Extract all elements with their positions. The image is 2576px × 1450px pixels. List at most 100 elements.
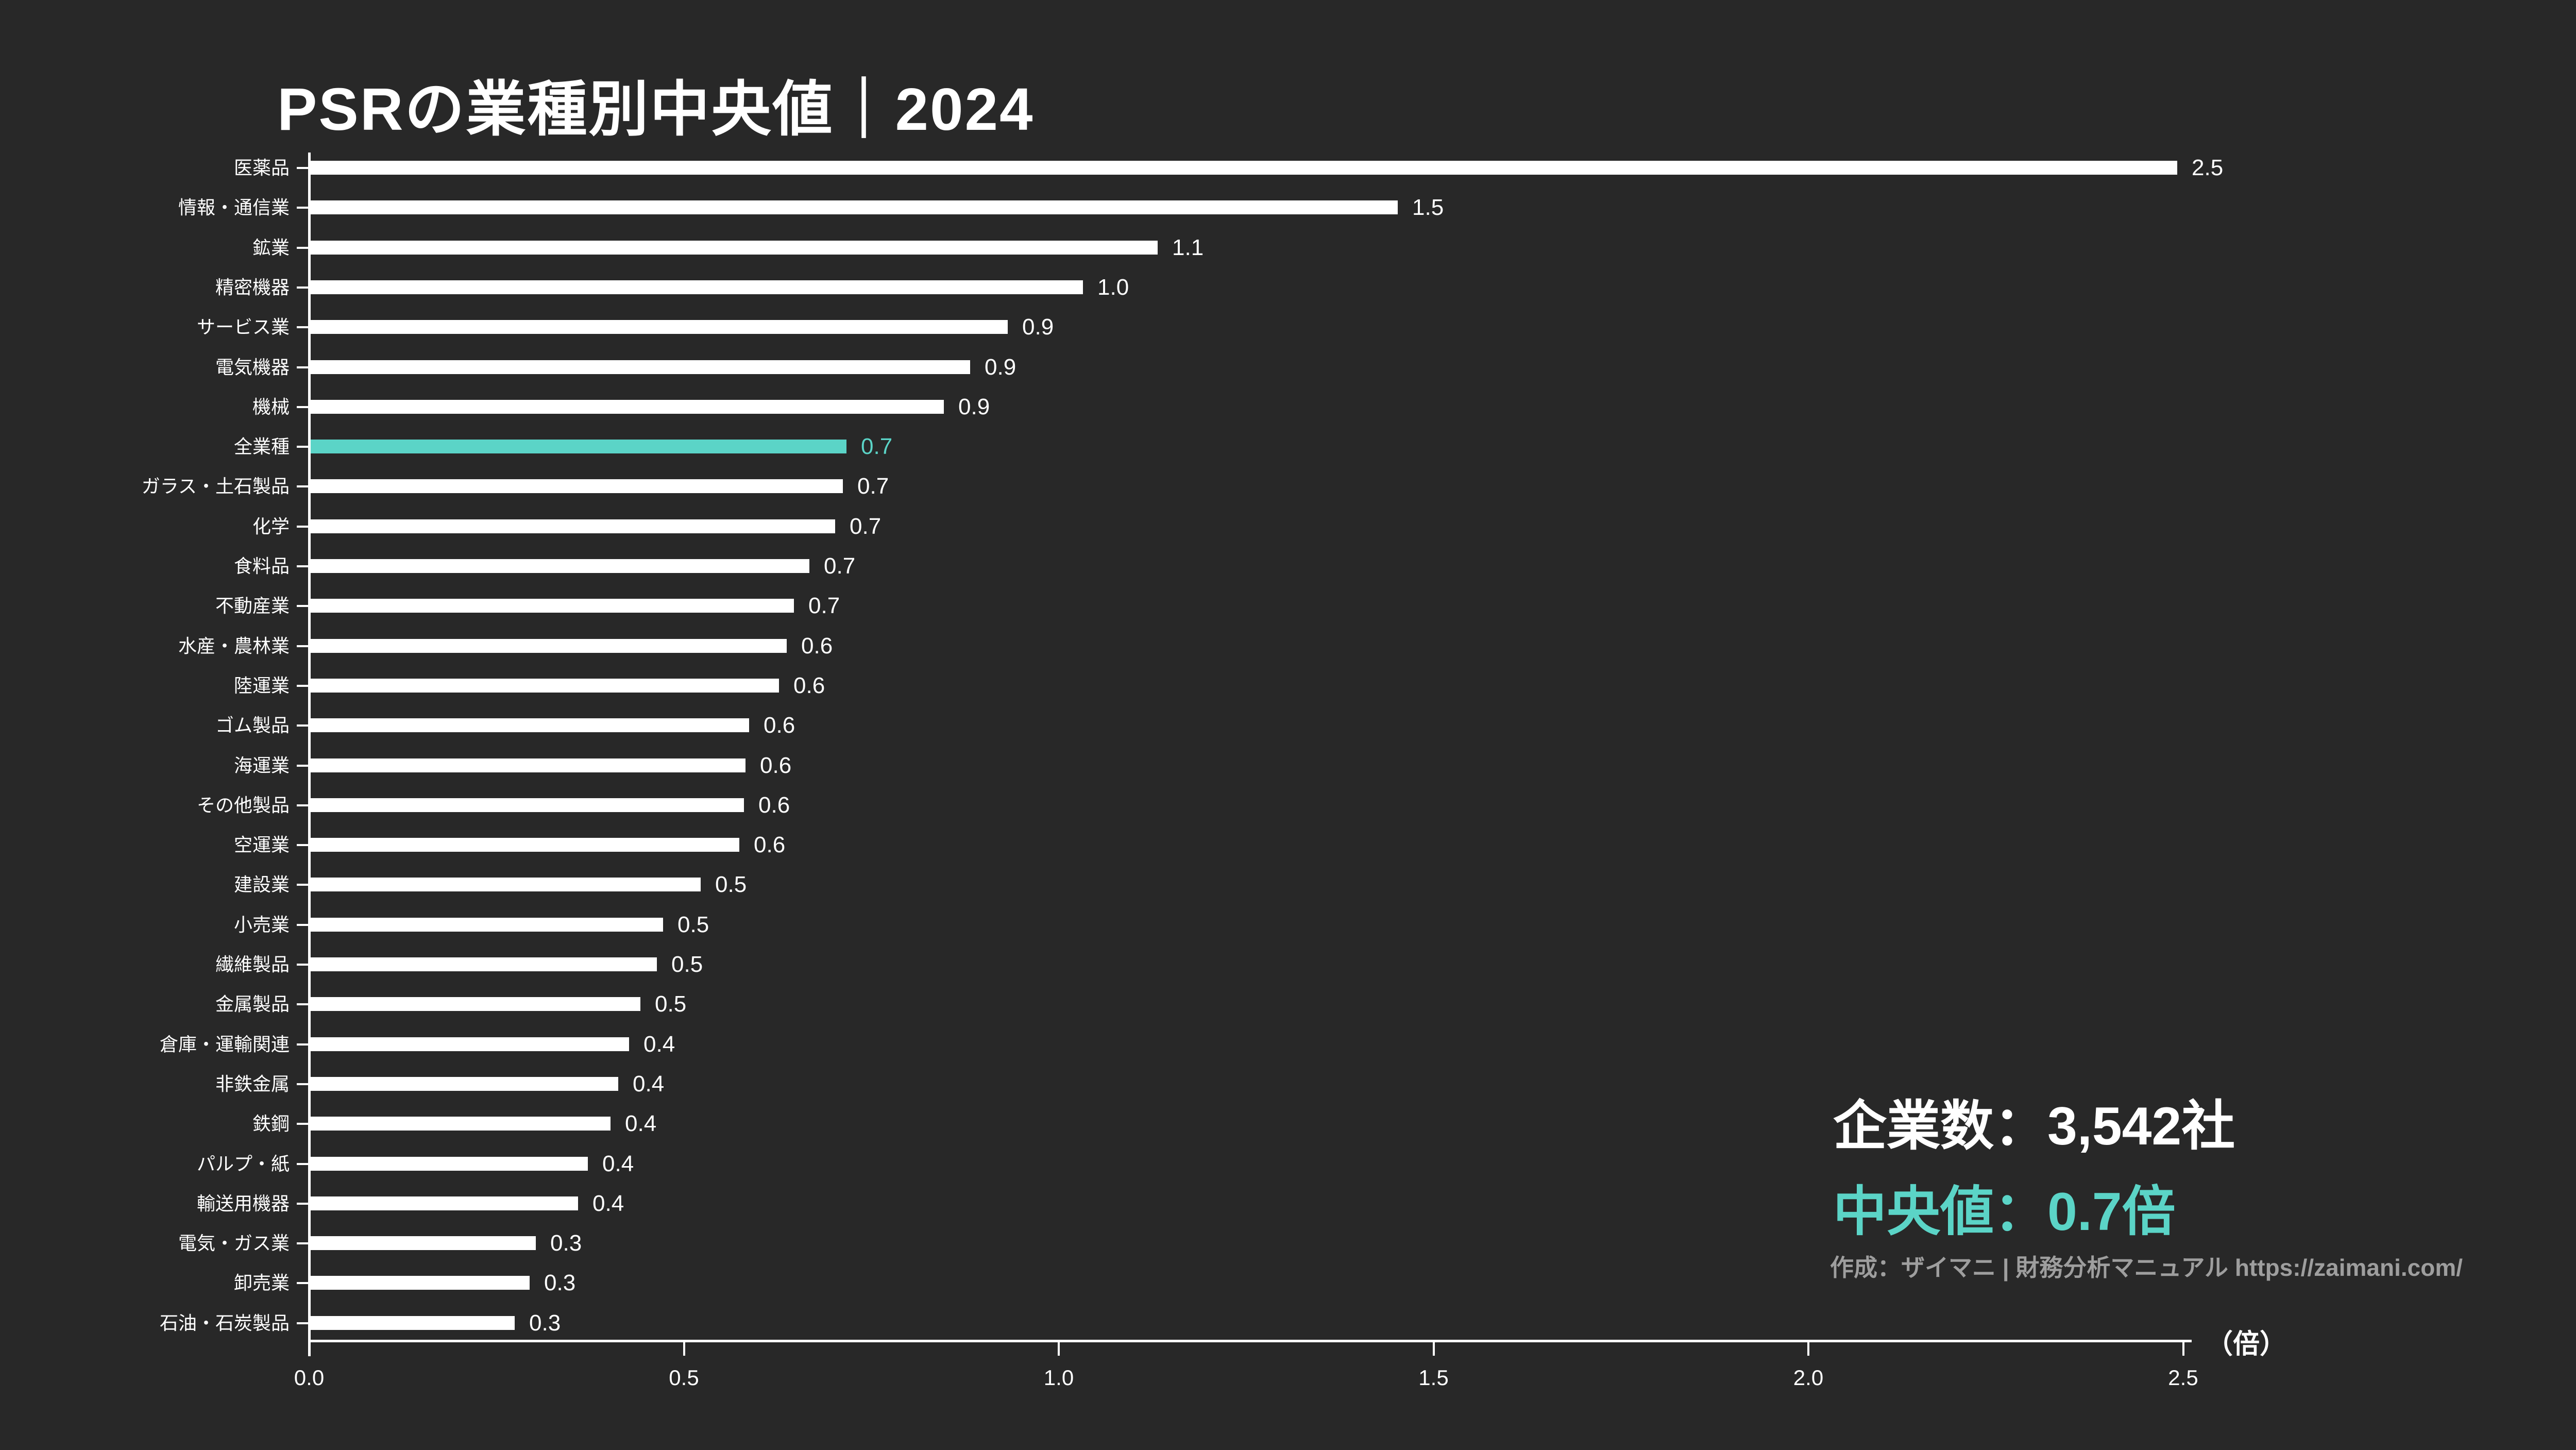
- bar: [311, 678, 779, 693]
- category-label: 非鉄金属: [215, 1073, 290, 1094]
- category-label: 建設業: [233, 874, 290, 896]
- median-value-annotation: 中央値：0.7倍: [1833, 1182, 2176, 1242]
- bar-value-label: 0.7: [857, 474, 889, 499]
- bar-value-label: 0.6: [801, 633, 833, 659]
- y-axis-tick: [297, 804, 309, 806]
- bar: [311, 479, 843, 494]
- bar-value-label: 0.5: [655, 991, 687, 1017]
- category-label: 精密機器: [215, 276, 290, 298]
- category-label: サービス業: [196, 316, 290, 338]
- bar: [311, 638, 787, 653]
- companies-count-annotation: 企業数：3,542社: [1833, 1097, 2235, 1156]
- x-axis-tick-label: 2.5: [2168, 1365, 2198, 1390]
- category-label: 繊維製品: [215, 954, 290, 975]
- category-label: 倉庫・運輸関連: [159, 1033, 290, 1055]
- category-label: 鉄鋼: [252, 1113, 290, 1135]
- bar: [311, 399, 944, 414]
- y-axis-tick: [297, 1242, 309, 1245]
- bar: [311, 1037, 629, 1051]
- bar-value-label: 0.6: [760, 752, 792, 778]
- category-label: 輸送用機器: [196, 1192, 290, 1214]
- x-axis-unit-label: （倍）: [2206, 1329, 2287, 1359]
- bar: [311, 320, 1008, 334]
- y-axis-tick: [297, 525, 309, 528]
- bar-value-label: 0.6: [793, 672, 825, 698]
- x-axis-tick: [683, 1342, 685, 1356]
- bar: [311, 1156, 588, 1171]
- y-axis-tick: [297, 1123, 309, 1125]
- bar: [311, 1196, 578, 1210]
- x-axis-tick: [1807, 1342, 1809, 1356]
- bar-value-label: 0.9: [1022, 314, 1054, 340]
- bar: [311, 161, 2177, 175]
- bar-value-label: 0.6: [764, 713, 795, 738]
- bar: [311, 838, 739, 852]
- category-label: 全業種: [233, 436, 290, 458]
- bar-value-label: 1.5: [1412, 195, 1444, 221]
- bar-value-label: 0.3: [544, 1270, 576, 1296]
- bar-value-label: 0.3: [529, 1310, 561, 1336]
- category-label: 石油・石炭製品: [159, 1312, 290, 1334]
- y-axis-tick: [297, 1322, 309, 1324]
- y-axis-tick: [297, 1043, 309, 1046]
- y-axis-tick: [297, 167, 309, 169]
- category-label: ガラス・土石製品: [141, 476, 290, 497]
- y-axis-tick: [297, 1202, 309, 1205]
- bar: [311, 1117, 611, 1131]
- category-label: 空運業: [233, 834, 290, 856]
- category-label: 金属製品: [215, 993, 290, 1015]
- bar: [311, 200, 1398, 215]
- bar-value-label: 0.7: [824, 553, 856, 579]
- bar: [311, 1236, 536, 1251]
- y-axis-tick: [297, 1003, 309, 1006]
- y-axis-tick: [297, 207, 309, 209]
- y-axis-tick: [297, 764, 309, 767]
- bar: [311, 758, 745, 772]
- bar-value-label: 0.7: [808, 593, 840, 619]
- y-axis-tick: [297, 684, 309, 687]
- category-label: ゴム製品: [215, 715, 290, 736]
- bar-value-label: 0.7: [850, 513, 882, 539]
- y-axis-tick: [297, 366, 309, 368]
- y-axis-tick: [297, 964, 309, 966]
- bar-value-label: 0.5: [715, 872, 747, 898]
- category-label: 電気・ガス業: [178, 1233, 290, 1254]
- x-axis-tick-label: 0.5: [669, 1365, 699, 1390]
- category-label: 電気機器: [215, 356, 290, 378]
- y-axis-tick: [297, 884, 309, 886]
- category-label: 不動産業: [215, 595, 290, 617]
- y-axis-tick: [297, 923, 309, 926]
- bar: [311, 559, 809, 573]
- category-label: 卸売業: [233, 1272, 290, 1294]
- bar: [311, 240, 1158, 255]
- credit-source-annotation: 作成：ザイマニ | 財務分析マニュアル https://zaimani.com/: [1830, 1254, 2463, 1281]
- category-label: パルプ・紙: [196, 1153, 290, 1174]
- bar-value-label: 0.4: [643, 1031, 675, 1057]
- y-axis-tick: [297, 1282, 309, 1285]
- category-label: 化学: [252, 515, 290, 537]
- bar-value-label: 0.4: [592, 1190, 624, 1216]
- category-label: 水産・農林業: [178, 635, 290, 656]
- bar: [311, 917, 663, 932]
- bar-value-label: 0.5: [677, 912, 709, 937]
- bar: [311, 957, 657, 971]
- y-axis-tick: [297, 645, 309, 647]
- y-axis-tick: [297, 724, 309, 727]
- bar-value-label: 0.4: [602, 1151, 634, 1176]
- x-axis-tick-label: 0.0: [294, 1365, 325, 1390]
- y-axis-tick: [297, 246, 309, 249]
- y-axis-tick: [297, 406, 309, 408]
- category-label: 情報・通信業: [178, 197, 290, 218]
- bar-value-label: 0.9: [985, 354, 1016, 380]
- bar-highlighted: [311, 440, 846, 454]
- x-axis-line: [308, 1340, 2192, 1342]
- bar-value-label: 0.4: [625, 1111, 657, 1137]
- x-axis-tick-label: 1.5: [1418, 1365, 1449, 1390]
- bar: [311, 1076, 618, 1091]
- bar: [311, 1316, 515, 1330]
- bar-value-label: 1.0: [1097, 274, 1129, 300]
- y-axis-tick: [297, 1083, 309, 1085]
- bar: [311, 997, 640, 1011]
- bar-value-label: 0.9: [958, 394, 990, 419]
- bar: [311, 599, 794, 613]
